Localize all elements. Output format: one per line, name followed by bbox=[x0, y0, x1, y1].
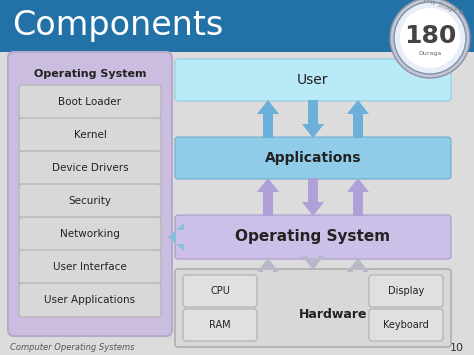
Text: Display: Display bbox=[388, 286, 424, 296]
Text: Security: Security bbox=[69, 196, 111, 206]
Text: Hardware: Hardware bbox=[299, 307, 367, 321]
FancyBboxPatch shape bbox=[175, 269, 451, 347]
Text: Operating System: Operating System bbox=[34, 69, 146, 79]
Text: 180: 180 bbox=[404, 24, 456, 48]
Polygon shape bbox=[347, 100, 369, 138]
FancyBboxPatch shape bbox=[175, 59, 451, 101]
FancyBboxPatch shape bbox=[19, 151, 161, 185]
Text: Networking: Networking bbox=[60, 229, 120, 239]
Text: Device Drivers: Device Drivers bbox=[52, 163, 128, 173]
FancyBboxPatch shape bbox=[175, 137, 451, 179]
Text: User Interface: User Interface bbox=[53, 262, 127, 272]
Polygon shape bbox=[302, 100, 324, 138]
Polygon shape bbox=[168, 223, 184, 251]
Text: Components: Components bbox=[12, 10, 223, 43]
Polygon shape bbox=[302, 256, 324, 270]
Text: Kernel: Kernel bbox=[73, 130, 107, 140]
FancyBboxPatch shape bbox=[369, 309, 443, 341]
Polygon shape bbox=[257, 258, 279, 272]
Text: Keyboard: Keyboard bbox=[383, 320, 429, 330]
FancyBboxPatch shape bbox=[19, 283, 161, 317]
Text: Duraga: Duraga bbox=[419, 51, 442, 56]
Text: CPU: CPU bbox=[210, 286, 230, 296]
Circle shape bbox=[400, 8, 460, 68]
FancyBboxPatch shape bbox=[183, 309, 257, 341]
Text: Operating System: Operating System bbox=[236, 229, 391, 245]
Polygon shape bbox=[347, 258, 369, 272]
Text: User: User bbox=[297, 73, 329, 87]
FancyBboxPatch shape bbox=[19, 217, 161, 251]
FancyBboxPatch shape bbox=[369, 275, 443, 307]
FancyBboxPatch shape bbox=[19, 250, 161, 284]
FancyBboxPatch shape bbox=[19, 184, 161, 218]
Text: New Stage 6: New Stage 6 bbox=[420, 0, 464, 16]
FancyBboxPatch shape bbox=[183, 275, 257, 307]
FancyBboxPatch shape bbox=[19, 85, 161, 119]
Text: Applications: Applications bbox=[265, 151, 361, 165]
Text: Computer Operating Systems: Computer Operating Systems bbox=[10, 344, 135, 353]
Polygon shape bbox=[257, 100, 279, 138]
FancyBboxPatch shape bbox=[19, 118, 161, 152]
Polygon shape bbox=[347, 178, 369, 216]
Text: RAM: RAM bbox=[209, 320, 231, 330]
Text: User Applications: User Applications bbox=[45, 295, 136, 305]
Polygon shape bbox=[257, 178, 279, 216]
Bar bbox=[0, 0, 474, 52]
FancyBboxPatch shape bbox=[8, 52, 172, 336]
FancyBboxPatch shape bbox=[175, 215, 451, 259]
Polygon shape bbox=[302, 178, 324, 216]
Text: 10: 10 bbox=[450, 343, 464, 353]
Circle shape bbox=[394, 2, 466, 74]
Text: Boot Loader: Boot Loader bbox=[58, 97, 121, 107]
Circle shape bbox=[390, 0, 470, 78]
